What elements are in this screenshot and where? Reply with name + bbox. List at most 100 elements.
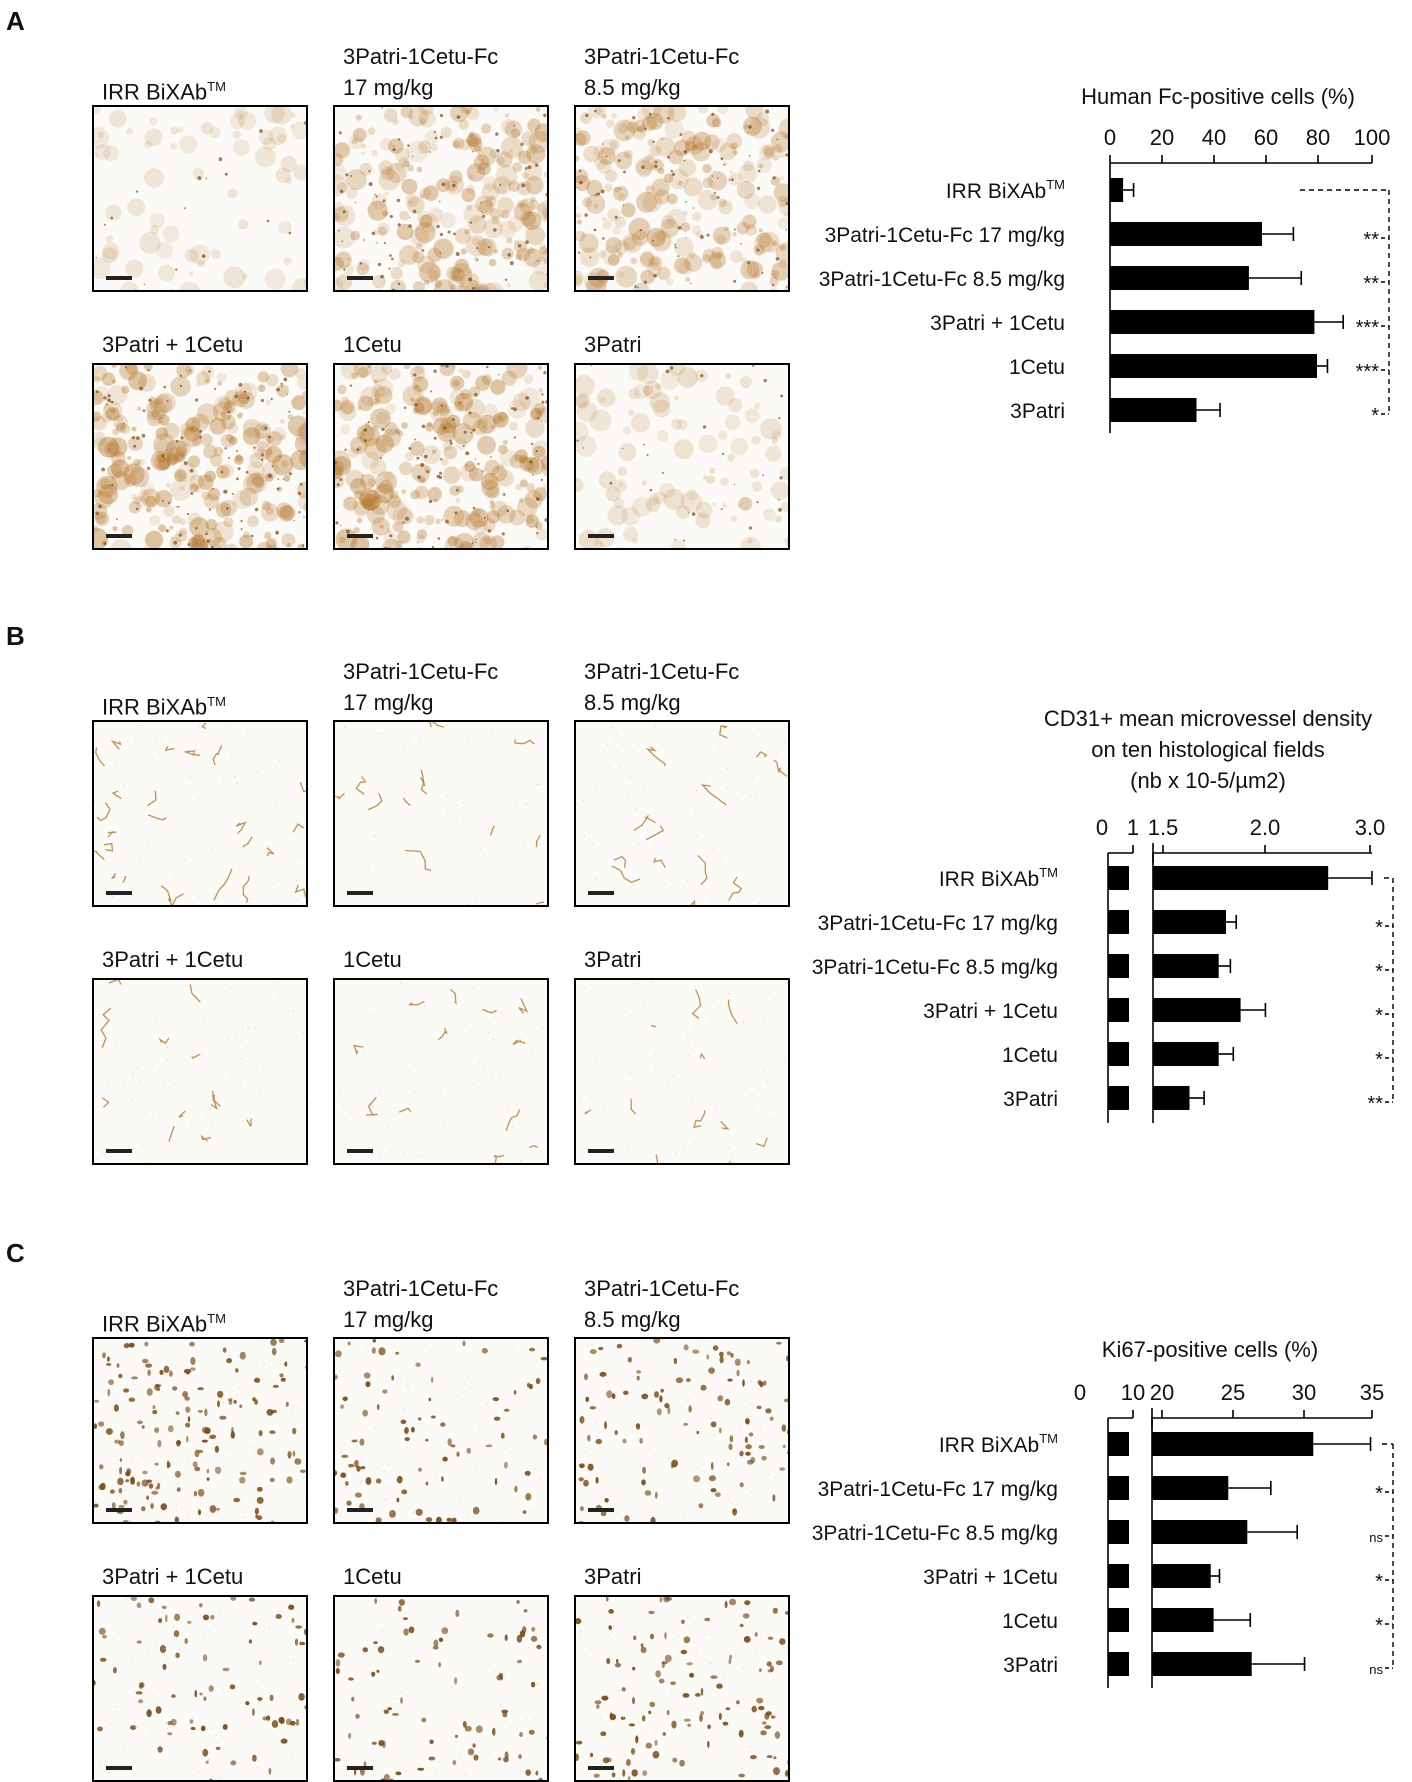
nucleus-stain: [269, 1768, 272, 1775]
data-bar: [1153, 998, 1241, 1022]
data-bar: [1153, 954, 1219, 978]
chart-title: on ten histological fields: [1091, 737, 1325, 762]
background-speck: [99, 1763, 100, 1764]
category-label-text: 3Patri + 1Cetu: [923, 1000, 1058, 1023]
background-speck: [219, 1778, 220, 1779]
category-label: 3Patri-1Cetu-Fc 17 mg/kg: [818, 912, 1058, 935]
background-speck: [239, 1763, 240, 1764]
data-bar: [1153, 1086, 1190, 1110]
x-tick-label: 1.5: [1148, 815, 1179, 840]
significance-label: *: [1375, 961, 1383, 983]
category-label: 1Cetu: [1002, 1044, 1058, 1067]
category-label-text: IRR BiXAb: [946, 180, 1046, 203]
background-speck: [464, 1774, 465, 1775]
data-bar-stub: [1108, 998, 1129, 1022]
significance-label: ns: [1369, 1530, 1383, 1545]
nucleus-stain: [738, 1774, 745, 1778]
significance-label: ***: [1356, 317, 1380, 339]
data-bar-stub: [1108, 954, 1129, 978]
background-speck: [419, 1764, 420, 1765]
background-speck: [257, 1767, 258, 1768]
x-tick-label: 0: [1096, 815, 1108, 840]
x-tick-label: 35: [1360, 1380, 1384, 1405]
significance-label: *: [1375, 1571, 1383, 1593]
background-speck: [383, 1774, 384, 1775]
background-speck: [436, 1773, 437, 1774]
data-bar-stub: [1108, 1432, 1129, 1456]
background-speck: [519, 1781, 520, 1782]
nucleus-stain: [417, 1768, 424, 1771]
background-speck: [699, 1776, 700, 1777]
category-label-text: 3Patri-1Cetu-Fc 17 mg/kg: [818, 1478, 1058, 1501]
category-label-text: 3Patri-1Cetu-Fc 8.5 mg/kg: [812, 1522, 1058, 1545]
data-bar: [1110, 266, 1249, 290]
significance-label: *: [1371, 405, 1379, 427]
data-bar: [1110, 222, 1262, 246]
nucleus-stain: [642, 1770, 647, 1776]
x-tick-label: 3.0: [1355, 815, 1386, 840]
category-label: 3Patri: [1010, 400, 1065, 423]
category-label: IRR BiXAbTM: [946, 177, 1065, 203]
chart-title: CD31+ mean microvessel density: [1044, 706, 1372, 731]
data-bar-stub: [1108, 1652, 1129, 1676]
category-label-text: 3Patri: [1010, 400, 1065, 423]
x-tick-label: 2.0: [1250, 815, 1281, 840]
category-label-text: 3Patri + 1Cetu: [930, 312, 1065, 335]
background-speck: [342, 1780, 343, 1781]
scale-bar: [588, 1766, 614, 1770]
x-tick-label: 100: [1354, 125, 1391, 150]
significance-label: *: [1375, 1615, 1383, 1637]
chart-title: (nb x 10-5/µm2): [1130, 768, 1286, 793]
category-label: 3Patri: [1003, 1088, 1058, 1111]
background-speck: [742, 1768, 743, 1769]
background-speck: [689, 1766, 690, 1767]
background-speck: [619, 1777, 620, 1778]
nucleus-stain: [525, 1769, 531, 1776]
significance-label: *: [1375, 1049, 1383, 1071]
significance-label: ns: [1369, 1662, 1383, 1677]
nucleus-stain: [612, 1772, 616, 1777]
background-speck: [493, 1763, 494, 1764]
category-label: 3Patri-1Cetu-Fc 17 mg/kg: [825, 224, 1065, 247]
background-speck: [461, 1769, 462, 1770]
significance-label: *: [1375, 917, 1383, 939]
data-bar: [1110, 354, 1317, 378]
data-bar-stub: [1108, 1520, 1129, 1544]
data-bar: [1153, 1042, 1219, 1066]
background-speck: [609, 1780, 610, 1781]
data-bar: [1153, 910, 1226, 934]
significance-label: **: [1363, 229, 1379, 251]
x-tick-label: 0: [1074, 1380, 1086, 1405]
data-bar-stub: [1108, 1564, 1129, 1588]
category-label-text: 3Patri: [1003, 1654, 1058, 1677]
category-label: 3Patri + 1Cetu: [923, 1566, 1058, 1589]
category-label: 3Patri: [1003, 1654, 1058, 1677]
category-label-text: 3Patri-1Cetu-Fc 8.5 mg/kg: [819, 268, 1065, 291]
trademark-superscript: TM: [1046, 177, 1065, 192]
x-tick-label: 10: [1121, 1380, 1145, 1405]
background-speck: [274, 1775, 275, 1776]
background-speck: [466, 1774, 467, 1775]
nucleus-stain: [395, 1772, 401, 1776]
data-bar-stub: [1108, 866, 1129, 890]
data-bar: [1110, 310, 1314, 334]
background-speck: [533, 1768, 534, 1769]
nucleus-stain: [628, 1776, 630, 1781]
x-tick-label: 60: [1254, 125, 1278, 150]
category-label: IRR BiXAbTM: [939, 1431, 1058, 1457]
background-speck: [641, 1775, 642, 1776]
trademark-superscript: TM: [1039, 1431, 1058, 1446]
category-label: IRR BiXAbTM: [939, 865, 1058, 891]
background-speck: [108, 1772, 109, 1773]
category-label-text: 1Cetu: [1009, 356, 1065, 379]
category-label: 1Cetu: [1002, 1610, 1058, 1633]
data-bar-stub: [1108, 1086, 1129, 1110]
nucleus-stain: [786, 1770, 790, 1776]
x-tick-label: 25: [1221, 1380, 1245, 1405]
significance-label: **: [1367, 1093, 1383, 1115]
category-label: 3Patri-1Cetu-Fc 17 mg/kg: [818, 1478, 1058, 1501]
nucleus-stain: [539, 1777, 542, 1782]
data-bar: [1110, 398, 1197, 422]
data-bar-stub: [1108, 1608, 1129, 1632]
